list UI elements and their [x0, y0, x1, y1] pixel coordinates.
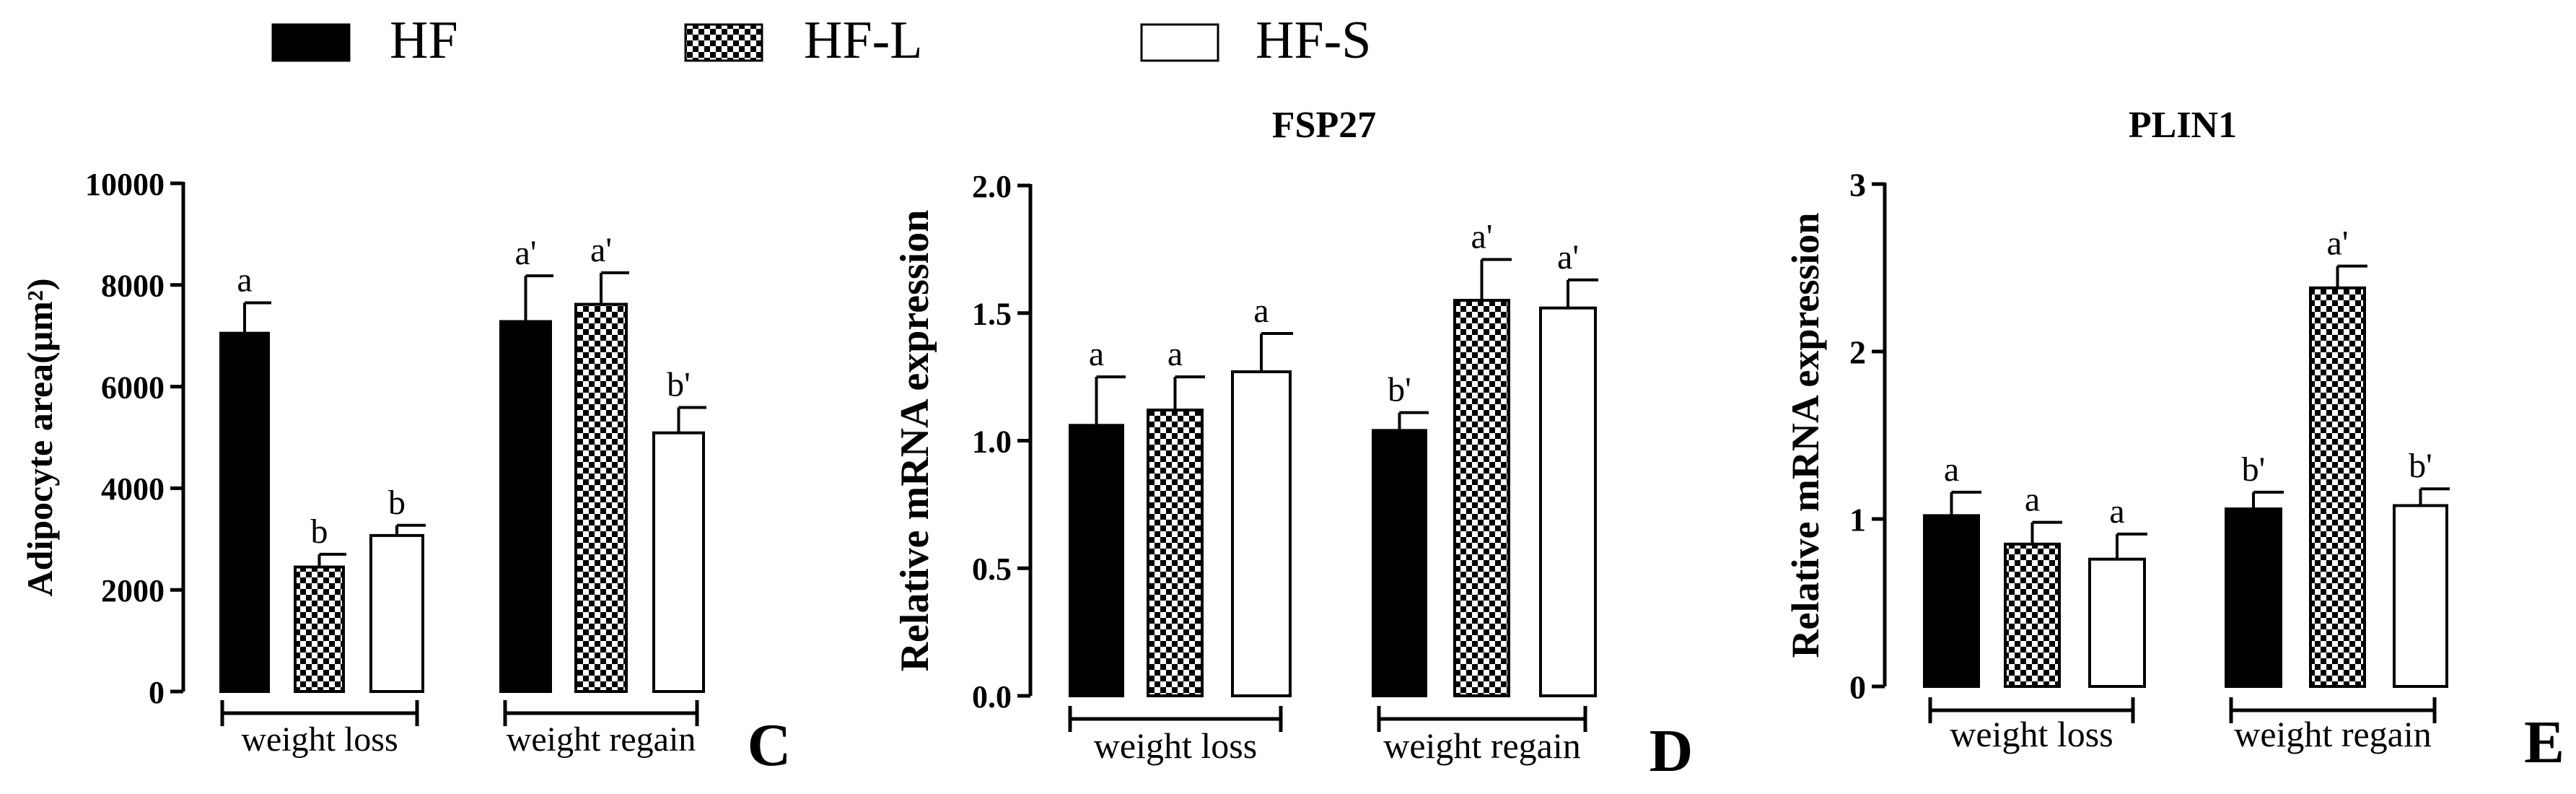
y-tick-label: 0.5	[972, 551, 1012, 587]
y-tick-label: 1	[1849, 502, 1866, 538]
group-label: weight loss	[1094, 725, 1257, 766]
bar	[652, 431, 705, 693]
y-axis-label: Relative mRNA expression	[893, 210, 937, 672]
legend: HF HF-L HF-S	[271, 11, 1371, 70]
y-tick-label: 2.0	[972, 169, 1012, 204]
panel-letter: D	[1650, 717, 1694, 785]
significance-letter: a'	[590, 231, 612, 269]
group-label: weight regain	[1383, 725, 1581, 766]
significance-letter: a	[2025, 481, 2040, 519]
significance-letter: a'	[515, 234, 537, 272]
bar	[1147, 409, 1204, 698]
significance-letter: a	[1167, 335, 1183, 373]
y-tick-label: 6000	[101, 370, 165, 405]
significance-letter: a'	[1471, 218, 1493, 256]
y-tick-label: 8000	[101, 269, 165, 304]
y-tick-label: 2000	[101, 573, 165, 608]
significance-letter: b'	[1388, 371, 1411, 409]
legend-swatch-hf	[271, 23, 351, 62]
bar	[294, 565, 345, 694]
legend-label-hf: HF	[390, 11, 458, 70]
bar	[1453, 299, 1510, 697]
group-label: weight regain	[507, 720, 696, 759]
y-tick-label: 2	[1849, 334, 1866, 371]
legend-label-hf-s: HF-S	[1256, 11, 1371, 70]
y-tick-label: 0	[1849, 669, 1866, 706]
panel-letter: C	[748, 712, 792, 779]
group-label: weight regain	[2234, 714, 2432, 754]
legend-item-hf: HF	[271, 11, 458, 70]
chart-title: FSP27	[1272, 105, 1376, 146]
legend-swatch-hf-l	[684, 23, 763, 62]
significance-letter: a'	[1557, 238, 1579, 276]
bar	[2225, 507, 2282, 689]
legend-swatch-hf-s	[1140, 23, 1219, 62]
y-axis-label: Relative mRNA expression	[1784, 213, 1827, 658]
significance-letter: a	[2109, 492, 2124, 531]
bar	[369, 533, 424, 694]
y-axis-label: Adipocyte area(μm²)	[19, 279, 60, 597]
group-label: weight loss	[241, 720, 398, 759]
y-tick-label: 1.5	[972, 297, 1012, 332]
bar	[1539, 306, 1597, 697]
y-tick-label: 4000	[101, 471, 165, 507]
legend-item-hf-s: HF-S	[1140, 11, 1371, 70]
bar	[1069, 424, 1124, 697]
chart-title: PLIN1	[2129, 105, 2237, 146]
y-tick-label: 3	[1849, 167, 1866, 204]
y-tick-label: 0	[149, 675, 165, 710]
bar	[574, 302, 628, 693]
chart-panel-e: PLIN1 0 1 2 3 Relative mRNA expression a a a b' a'…	[1784, 105, 2564, 776]
bar	[499, 320, 552, 694]
chart-panel-d: FSP27 0.0 0.5 1.0 1.5 2.0 Relative mRNA expres…	[893, 105, 1693, 785]
legend-item-hf-l: HF-L	[684, 11, 922, 70]
legend-label-hf-l: HF-L	[804, 11, 922, 70]
significance-letter: a	[1089, 335, 1104, 373]
significance-letter: b'	[2409, 447, 2432, 485]
significance-letter: a	[1253, 292, 1269, 330]
significance-letter: b'	[2242, 450, 2266, 489]
bar	[1372, 429, 1427, 697]
bar	[2393, 504, 2448, 688]
significance-letter: b	[311, 512, 328, 551]
bar	[2088, 557, 2146, 688]
significance-letter: a'	[2327, 224, 2349, 263]
group-label: weight loss	[1950, 714, 2113, 754]
y-tick-label: 0.0	[972, 679, 1012, 715]
significance-letter: b'	[667, 365, 691, 403]
bar	[1923, 514, 1980, 688]
significance-letter: a	[237, 261, 252, 299]
bar	[219, 331, 270, 693]
significance-letter: a	[1944, 450, 1959, 489]
chart-panel-c: 0 2000 4000 6000 8000 10000 Adipocyte area(μm²…	[19, 167, 791, 779]
bar	[2004, 542, 2061, 688]
bar	[2309, 286, 2366, 688]
bar	[1231, 370, 1292, 697]
panel-letter: E	[2524, 709, 2564, 776]
y-tick-label: 10000	[85, 167, 165, 202]
significance-letter: b	[388, 484, 406, 522]
y-tick-label: 1.0	[972, 424, 1012, 459]
